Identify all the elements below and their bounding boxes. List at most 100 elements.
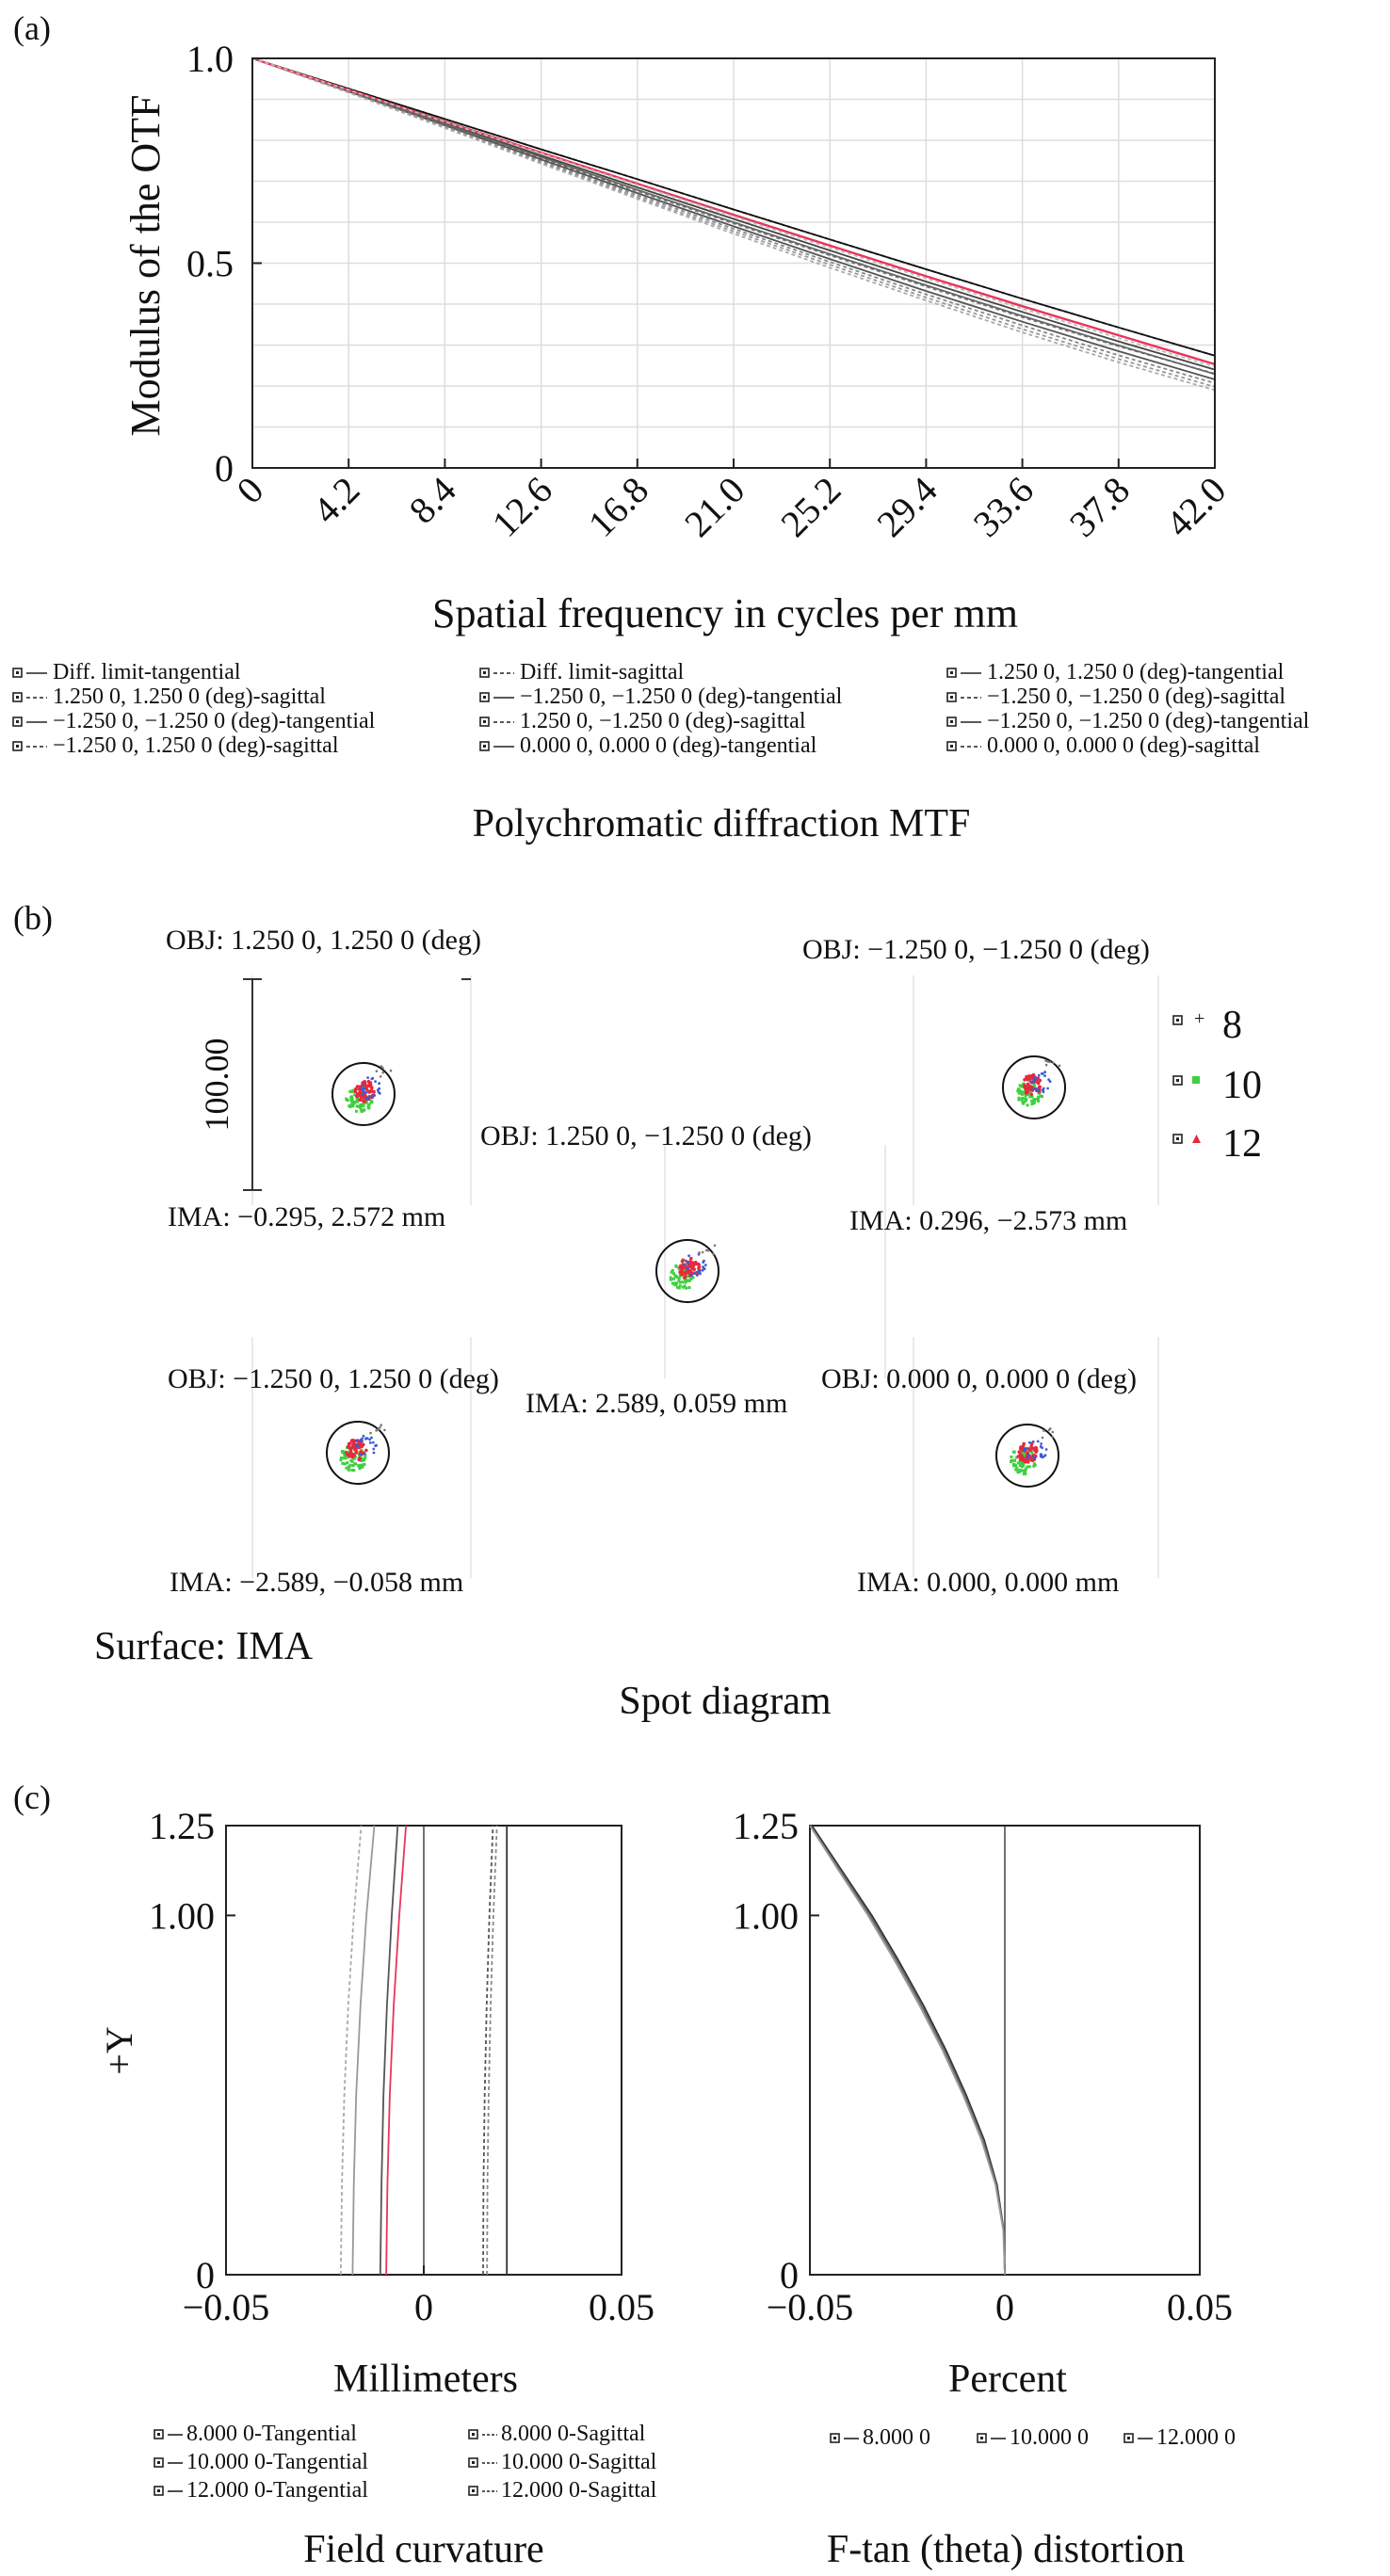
dist-xtick-label: 0 [995,2286,1014,2328]
spot-outlier [375,1429,378,1432]
spot-mark-12 [357,1457,362,1462]
spot-mark-10 [671,1277,675,1280]
spot-outlier [1048,1060,1051,1064]
spot-mark-10 [1032,1462,1036,1466]
dist-legend-label: 10.000 0 [1010,2425,1089,2450]
spot-mark-8 [371,1441,375,1444]
spot-outlier [381,1071,385,1074]
spot-mark-12 [691,1266,695,1271]
spot-mark-8 [1039,1455,1042,1458]
mtf-legend-icon [479,741,490,751]
spot-mark-8 [1031,1087,1035,1091]
spot-mark-10 [343,1454,347,1457]
spot-mark-10 [364,1457,367,1460]
spot-outlier [1051,1430,1055,1434]
fc-legend-icon [468,2429,478,2439]
spot-mark-10 [1026,1465,1029,1469]
spot-legend-icon-dot [1176,1019,1179,1022]
spot-mark-12 [1019,1446,1023,1451]
mtf-series-line [251,56,1216,366]
dist-ytick-label: 1.00 [733,1894,799,1937]
spot-mark-10 [364,1454,367,1457]
spot-mark-10 [689,1278,693,1280]
spot-mark-8 [703,1259,705,1263]
dist-ytick-label: 0 [780,2254,799,2296]
panel-b-label: (b) [13,899,53,937]
spot-mark-8 [690,1274,693,1278]
spot-mark-10 [348,1089,352,1093]
spot-mark-10 [1019,1084,1023,1087]
spot-mark-8 [1023,1448,1026,1452]
spot-mark-8 [1026,1457,1029,1459]
spot-mark-12 [1028,1447,1033,1451]
spot-mark-10 [1034,1098,1038,1102]
spot-mark-10 [1039,1094,1042,1098]
spot-mark-10 [1020,1084,1024,1087]
spot-mark-10 [1017,1091,1021,1095]
spot-outlier [383,1428,386,1432]
dist-chart-title: F-tan (theta) distortion [827,2528,1185,2571]
spot-mark-8 [1048,1080,1052,1084]
spot-mark-12 [364,1448,368,1453]
spot-mark-8 [1047,1078,1050,1082]
spot-mark-10 [687,1279,691,1282]
spot-mark-10 [341,1450,345,1453]
spot-mark-8 [372,1094,375,1098]
spot-obj-label: OBJ: 1.250 0, 1.250 0 (deg) [166,925,481,956]
spot-mark-12 [683,1275,687,1279]
spot-mark-12 [1035,1080,1039,1084]
spot-legend-marker: + [1194,1008,1204,1029]
spot-mark-10 [351,1103,355,1106]
spot-mark-12 [1024,1087,1027,1091]
fc-series-line [482,1825,494,2276]
spot-mark-12 [1026,1077,1029,1082]
spot-mark-12 [1018,1452,1023,1456]
spot-mark-8 [377,1090,380,1094]
spot-legend-marker [1192,1135,1201,1143]
mtf-ytick-label: 0 [215,447,234,490]
spot-mark-8 [701,1268,704,1272]
spot-mark-10 [1025,1098,1028,1102]
spot-mark-10 [685,1286,688,1290]
spot-mark-8 [354,1439,358,1442]
spot-ima-label: IMA: 0.296, −2.573 mm [849,1205,1127,1236]
spot-mark-10 [1021,1096,1025,1100]
mtf-series-line [251,57,1216,384]
spot-ima-label: IMA: −0.295, 2.572 mm [168,1201,445,1232]
spot-outlier [379,1075,382,1078]
fc-legend-icon [468,2457,478,2468]
spot-mark-10 [1010,1458,1013,1462]
spot-mark-8 [368,1438,371,1441]
spot-mark-12 [354,1087,358,1091]
spot-mark-10 [1022,1090,1026,1094]
spot-mark-8 [1039,1453,1042,1457]
mtf-legend-label: Diff. limit-sagittal [520,660,685,684]
spot-mark-8 [687,1266,689,1270]
spot-legend-icon-dot [1176,1079,1179,1082]
spot-mark-12 [350,1439,355,1442]
mtf-legend-icon-dot [950,696,953,699]
spot-mark-10 [669,1276,672,1280]
spot-mark-8 [695,1274,699,1277]
mtf-legend-label: −1.250 0, −1.250 0 (deg)-tangential [987,709,1310,733]
spot-mark-12 [348,1447,353,1451]
spot-mark-12 [1036,1076,1040,1081]
spot-mark-10 [672,1282,676,1286]
spot-mark-8 [1044,1448,1048,1451]
spot-mark-8 [687,1254,690,1258]
spot-outlier [369,1431,372,1435]
mtf-legend-label: 0.000 0, 0.000 0 (deg)-tangential [520,733,817,758]
spot-mark-10 [1032,1464,1036,1468]
spot-mark-8 [1028,1441,1031,1444]
spot-outlier [375,1070,379,1072]
spot-outlier [379,1425,381,1429]
mtf-xtick-label: 42.0 [1157,469,1234,545]
dist-legend-label: 8.000 0 [863,2425,930,2450]
spot-mark-10 [683,1284,687,1288]
mtf-ytick-label: 1.0 [186,38,234,80]
spot-mark-10 [1017,1098,1021,1102]
mtf-legend-label: 1.250 0, 1.250 0 (deg)-tangential [987,660,1285,684]
mtf-xtick-label: 21.0 [676,469,752,545]
fc-series-line [486,1825,498,2276]
spot-legend-icon [1172,1015,1183,1025]
